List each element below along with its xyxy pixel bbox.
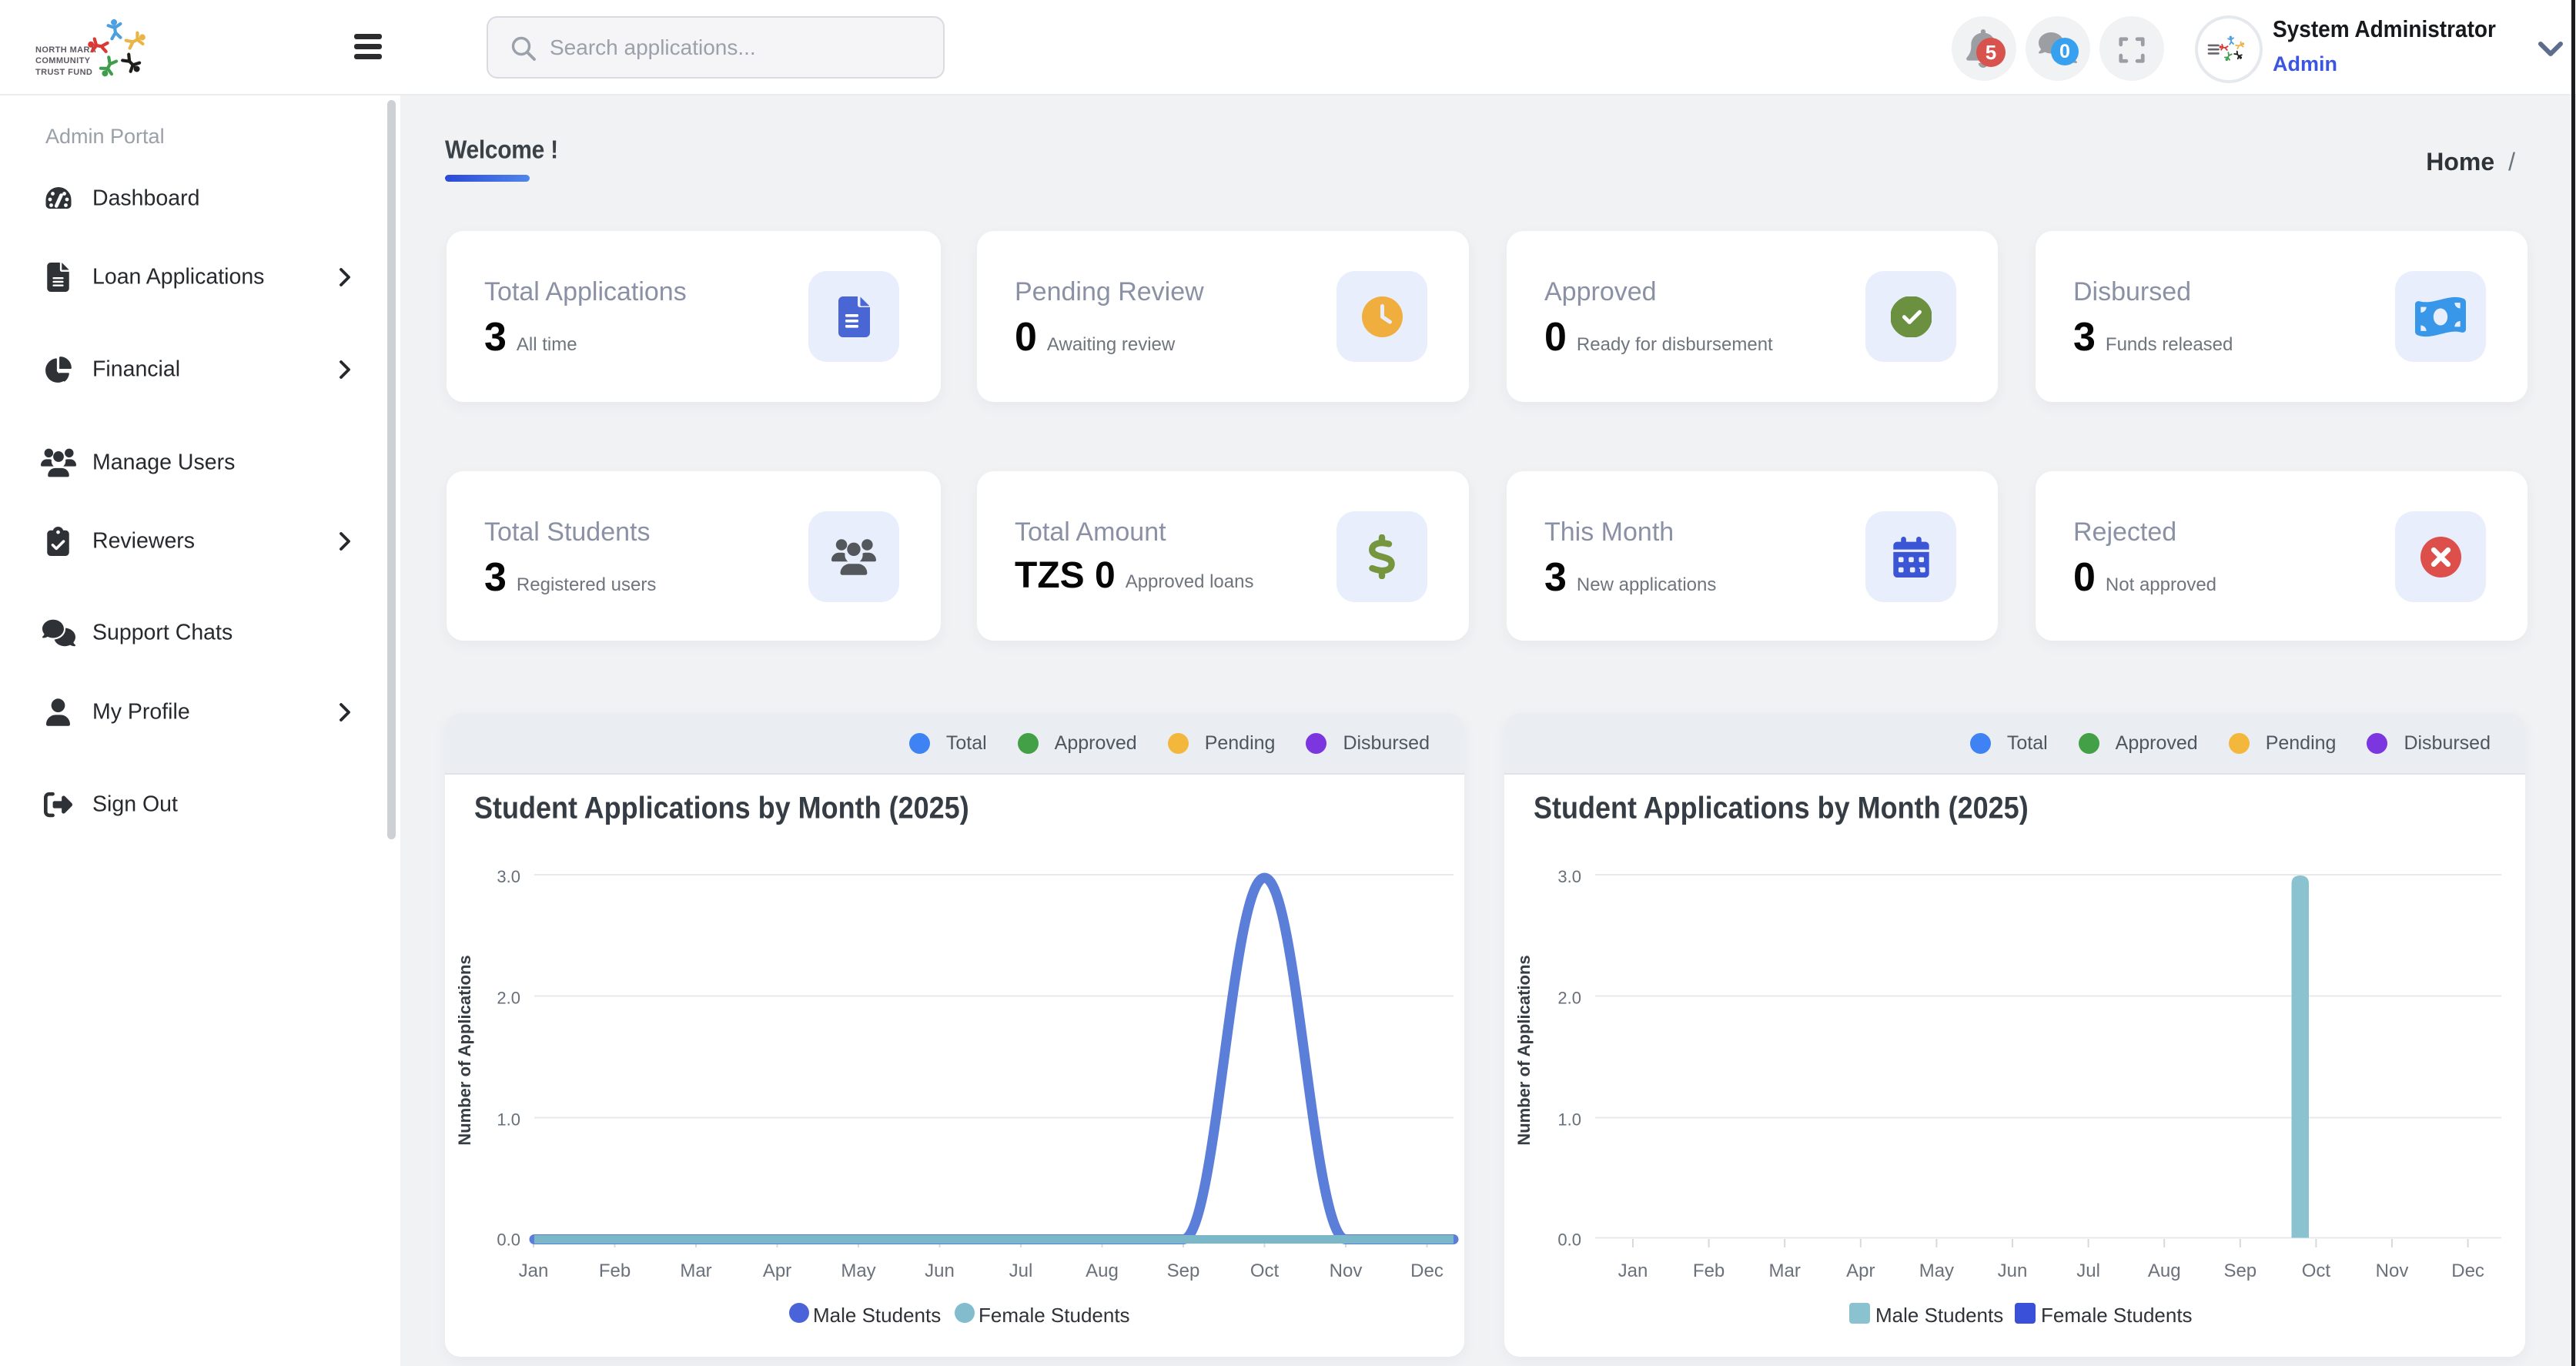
svg-text:Aug: Aug	[2148, 1261, 2181, 1281]
svg-text:Nov: Nov	[1330, 1261, 1363, 1281]
svg-text:3.0: 3.0	[1557, 867, 1581, 886]
svg-text:2.0: 2.0	[497, 989, 520, 1008]
svg-text:Nov: Nov	[2376, 1261, 2409, 1281]
svg-text:Oct: Oct	[2302, 1261, 2331, 1281]
svg-text:Apr: Apr	[763, 1261, 791, 1281]
svg-text:Jul: Jul	[1009, 1261, 1033, 1281]
svg-text:1.0: 1.0	[497, 1110, 520, 1130]
svg-text:Jan: Jan	[1618, 1261, 1648, 1281]
svg-text:Aug: Aug	[1086, 1261, 1119, 1281]
svg-text:Sep: Sep	[2223, 1261, 2257, 1281]
svg-text:Apr: Apr	[1846, 1261, 1875, 1281]
svg-text:Sep: Sep	[1167, 1261, 1200, 1281]
svg-text:0.0: 0.0	[1557, 1230, 1581, 1250]
svg-text:Mar: Mar	[680, 1261, 711, 1281]
svg-text:Jun: Jun	[1998, 1261, 2028, 1281]
svg-text:May: May	[841, 1261, 875, 1281]
svg-text:Male Students: Male Students	[1875, 1304, 2003, 1327]
svg-text:Dec: Dec	[1410, 1261, 1444, 1281]
svg-text:Male Students: Male Students	[813, 1304, 941, 1327]
svg-text:Jan: Jan	[519, 1261, 549, 1281]
svg-text:Jul: Jul	[2076, 1261, 2100, 1281]
svg-text:3.0: 3.0	[497, 867, 520, 886]
svg-text:Female Students: Female Students	[2041, 1304, 2193, 1327]
svg-text:Number of Applications: Number of Applications	[455, 955, 474, 1145]
svg-text:Number of Applications: Number of Applications	[1514, 955, 1534, 1145]
svg-text:Feb: Feb	[1693, 1261, 1725, 1281]
svg-text:0.0: 0.0	[497, 1230, 520, 1250]
svg-text:Oct: Oct	[1250, 1261, 1280, 1281]
svg-text:Dec: Dec	[2451, 1261, 2484, 1281]
svg-text:May: May	[1919, 1261, 1954, 1281]
svg-text:Jun: Jun	[925, 1261, 955, 1281]
svg-text:Mar: Mar	[1769, 1261, 1801, 1281]
svg-text:Feb: Feb	[599, 1261, 631, 1281]
svg-text:Female Students: Female Students	[979, 1304, 1130, 1327]
svg-text:2.0: 2.0	[1557, 989, 1581, 1008]
svg-text:1.0: 1.0	[1557, 1110, 1581, 1130]
